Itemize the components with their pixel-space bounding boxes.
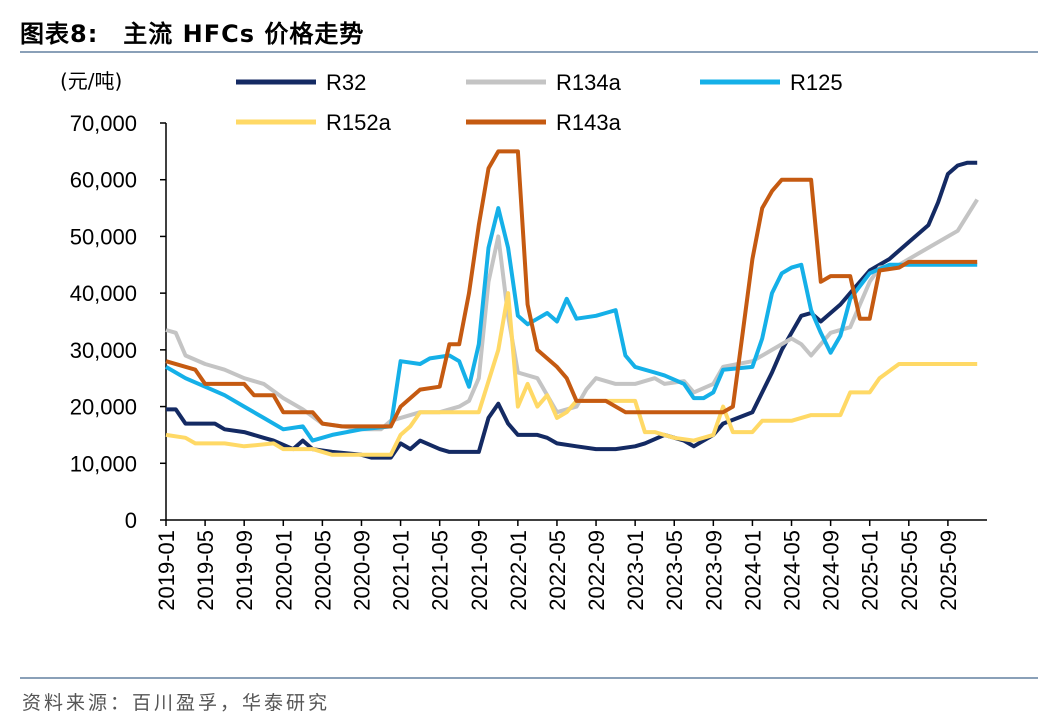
series-line-r134a bbox=[165, 198, 979, 432]
axes: 0 10,000 20,000 30,000 40,000 50,000 60,000 70,… bbox=[70, 111, 987, 611]
legend-label-r143a: R143a bbox=[556, 110, 622, 135]
x-tick-label: 2020-05 bbox=[310, 530, 335, 611]
legend: R32 R134a R125 R152a R143a bbox=[236, 70, 843, 135]
y-tick-label: 50,000 bbox=[70, 224, 137, 249]
series-line-r32 bbox=[166, 160, 978, 460]
source-note: 资料来源：百川盈孚，华泰研究 bbox=[22, 692, 331, 714]
legend-label-r152a: R152a bbox=[326, 110, 392, 135]
x-tick-label: 2021-01 bbox=[389, 530, 414, 611]
x-tick-label: 2024-05 bbox=[780, 530, 805, 611]
chart-title: 图表8: 主流 HFCs 价格走势 bbox=[20, 20, 365, 48]
y-tick-label: 60,000 bbox=[70, 168, 137, 193]
y-tick-label: 20,000 bbox=[70, 395, 137, 420]
x-tick-label: 2023-01 bbox=[623, 530, 648, 611]
x-tick-label: 2021-05 bbox=[428, 530, 453, 611]
x-tick-label: 2021-09 bbox=[467, 530, 492, 611]
series-line-r125 bbox=[164, 206, 978, 443]
x-tick-label: 2023-09 bbox=[701, 530, 726, 611]
x-tick-label: 2019-05 bbox=[193, 530, 218, 611]
x-tick-label: 2023-05 bbox=[662, 530, 687, 611]
legend-label-r32: R32 bbox=[326, 70, 366, 95]
y-tick-label: 40,000 bbox=[70, 281, 137, 306]
x-tick-label: 2025-09 bbox=[936, 530, 961, 611]
x-tick-label: 2019-01 bbox=[154, 530, 179, 611]
y-tick-label: 10,000 bbox=[70, 451, 137, 476]
y-axis-label: (元/吨) bbox=[60, 69, 122, 93]
legend-label-r134a: R134a bbox=[556, 70, 622, 95]
x-tick-label: 2022-05 bbox=[545, 530, 570, 611]
x-tick-label: 2024-09 bbox=[819, 530, 844, 611]
series-line-r152a bbox=[165, 291, 978, 457]
x-tick-label: 2020-09 bbox=[349, 530, 374, 611]
series-lines bbox=[164, 149, 979, 460]
y-tick-label: 70,000 bbox=[70, 111, 137, 136]
x-tick-label: 2022-09 bbox=[584, 530, 609, 611]
y-tick-label: 0 bbox=[125, 508, 137, 533]
x-tick-label: 2025-01 bbox=[858, 530, 883, 611]
x-tick-label: 2025-05 bbox=[897, 530, 922, 611]
series-line-r143a bbox=[165, 149, 978, 429]
x-tick-label: 2024-01 bbox=[740, 530, 765, 611]
x-tick-label: 2022-01 bbox=[506, 530, 531, 611]
x-tick-label: 2019-09 bbox=[232, 530, 257, 611]
x-tick-label: 2020-01 bbox=[271, 530, 296, 611]
bottom-divider bbox=[20, 677, 1038, 679]
y-tick-label: 30,000 bbox=[70, 338, 137, 363]
top-divider bbox=[20, 51, 1038, 53]
legend-label-r125: R125 bbox=[790, 70, 843, 95]
